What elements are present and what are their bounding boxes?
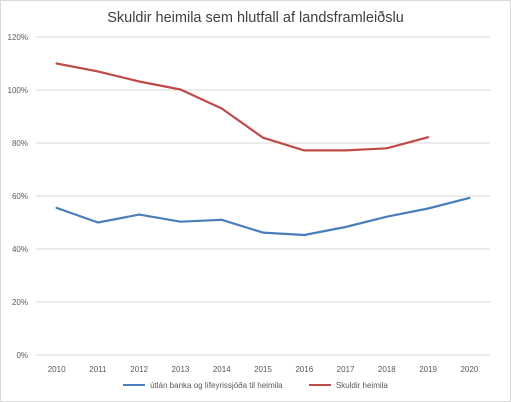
y-tick-label: 60%: [12, 192, 28, 201]
legend-label-utlan: útlán banka og lífeyrissjóða til heimila: [150, 380, 283, 390]
x-tick-label: 2016: [295, 365, 313, 374]
y-tick-label: 20%: [12, 298, 28, 307]
x-tick-label: 2015: [254, 365, 272, 374]
y-tick-label: 40%: [12, 245, 28, 254]
chart-title: Skuldir heimila sem hlutfall af landsfra…: [107, 10, 404, 26]
x-tick-label: 2020: [460, 365, 478, 374]
legend-swatch-utlan: [123, 384, 146, 386]
legend-label-skuldir: Skuldir heimila: [335, 380, 388, 390]
legend: útlán banka og lífeyrissjóða til heimila…: [0, 379, 511, 390]
x-tick-label: 2011: [89, 365, 107, 374]
x-tick-label: 2012: [130, 365, 148, 374]
legend-item-skuldir: Skuldir heimila: [308, 380, 388, 390]
legend-item-utlan: útlán banka og lífeyrissjóða til heimila: [123, 381, 283, 390]
y-tick-label: 100%: [8, 86, 28, 95]
x-tick-label: 2013: [172, 365, 190, 374]
x-tick-label: 2017: [337, 365, 355, 374]
x-tick-label: 2018: [378, 365, 396, 374]
x-tick-label: 2019: [419, 365, 437, 374]
y-tick-label: 80%: [12, 139, 28, 148]
series-line-0: [55, 196, 471, 237]
x-tick-label: 2014: [213, 365, 231, 374]
y-tick-label: 120%: [8, 33, 28, 42]
legend-swatch-skuldir: [308, 384, 331, 386]
series-line-1: [55, 62, 430, 152]
y-tick-label: 0%: [16, 351, 28, 360]
x-tick-label: 2010: [48, 365, 66, 374]
